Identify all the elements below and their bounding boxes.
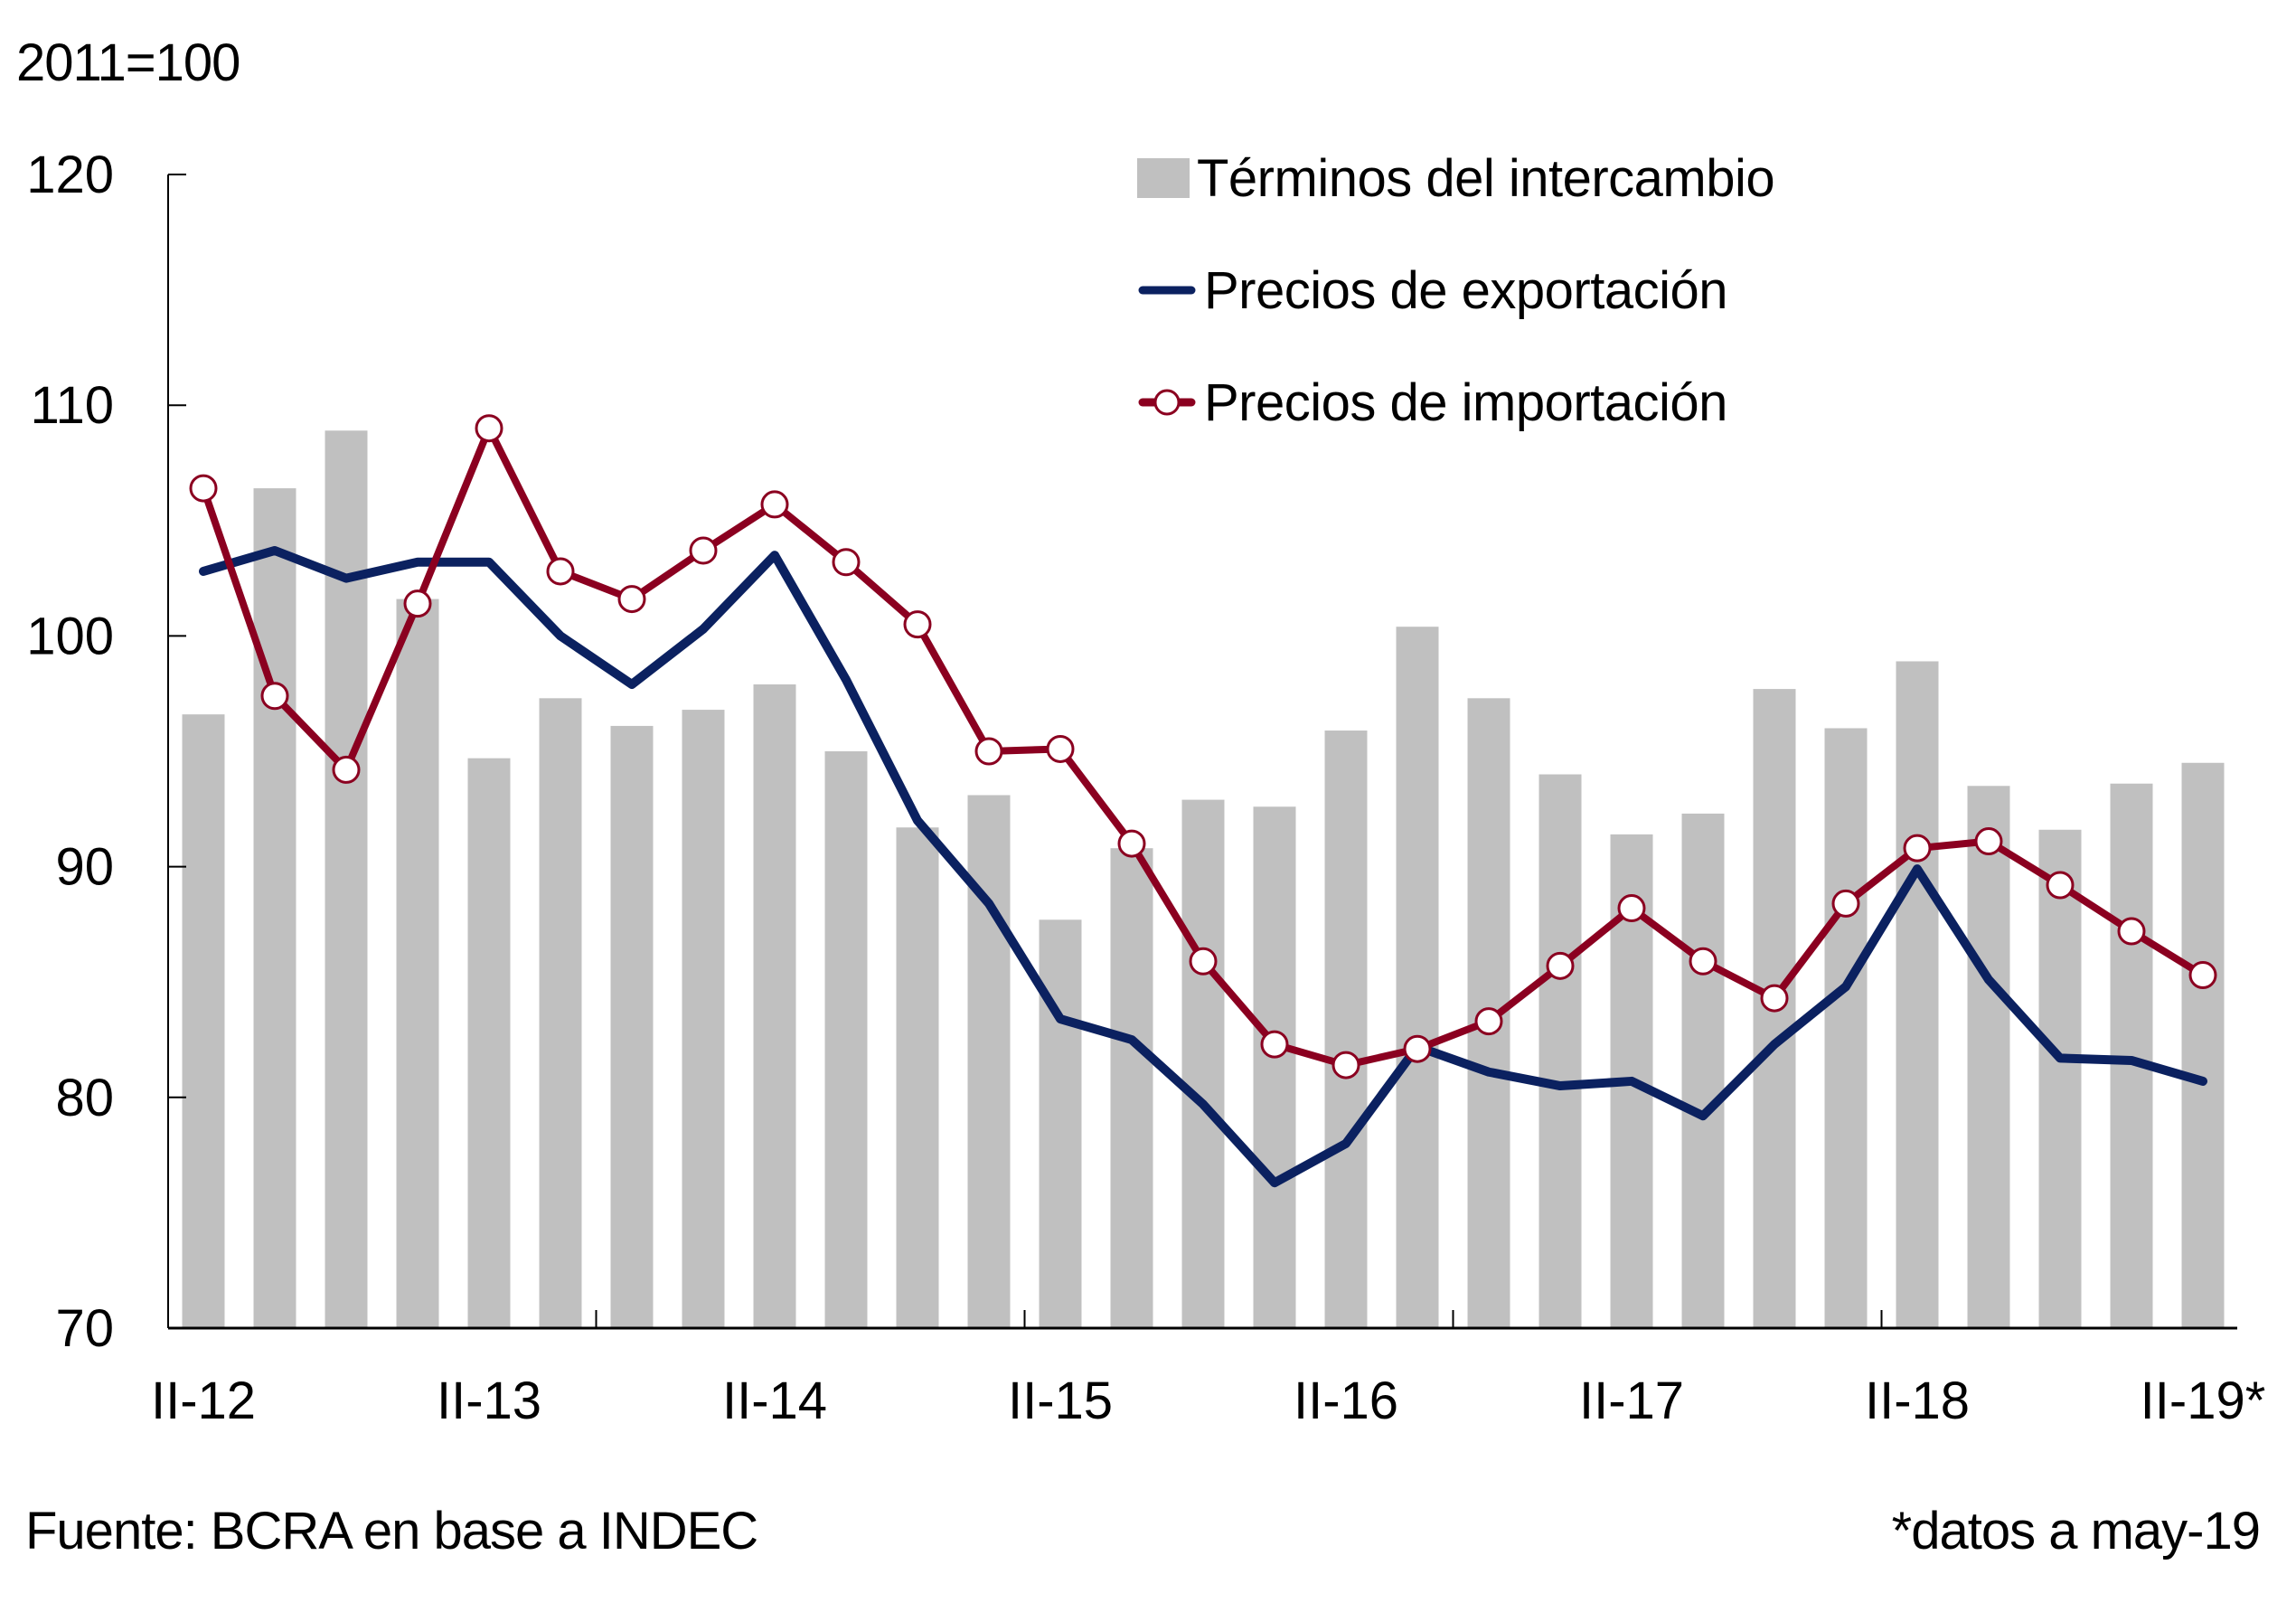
x-tick-label: II-13 [437,1372,541,1430]
x-tick-label: II-12 [151,1372,256,1430]
data-point-marker [832,548,861,577]
data-point-marker [2188,961,2217,990]
x-tick-label: II-17 [1579,1372,1684,1430]
bar [253,488,296,1328]
bar [325,430,368,1329]
data-point-marker [1403,1034,1432,1063]
series-line [199,545,2207,1188]
data-point-marker [1331,1051,1360,1079]
legend-item-importacion: Precios de importación [1137,364,1774,440]
navy-line-icon [1138,286,1196,295]
data-date-note: *datos a may-19 [1891,1502,2261,1560]
bar [1253,806,1296,1328]
line-series-importacion [189,414,2217,1079]
bar [1681,813,1725,1328]
y-tick-label: 110 [31,376,114,435]
bar [182,714,225,1328]
data-point-marker [1546,951,1575,980]
source-note: Fuente: BCRA en base a INDEC [25,1502,758,1560]
maroon-line-circle-icon [1138,389,1196,416]
data-point-marker [1617,894,1646,923]
data-point-marker [1974,827,2003,856]
x-tick-label: II-19* [2141,1372,2266,1430]
bar [1396,627,1439,1328]
bar [539,698,582,1328]
data-point-marker [332,755,361,784]
x-tick-label: II-14 [722,1372,827,1430]
data-point-marker [903,610,932,639]
gray-square-icon [1137,158,1190,198]
data-point-marker [475,414,503,443]
data-point-marker [760,490,789,519]
y-tick-labels: 70 80 90 100 110 120 [26,146,114,1358]
x-tick-labels: II-12 II-13 II-14 II-15 II-16 II-17 II-18 II-19… [151,1372,2265,1430]
bar [1110,848,1153,1328]
data-point-marker [2046,871,2075,900]
unit-label: 2011=100 [16,33,240,92]
data-point-marker [1117,829,1146,858]
bar [467,758,511,1328]
bar [1324,731,1368,1328]
bar [1967,786,2010,1328]
bar [1539,774,1582,1328]
bar [610,725,654,1328]
bar [1039,919,1082,1328]
x-tick-label: II-18 [1865,1372,1970,1430]
x-tick-label: II-15 [1008,1372,1113,1430]
legend-item-exportacion: Precios de exportación [1137,252,1774,328]
data-point-marker [689,536,718,565]
bar [396,599,439,1328]
bar-series-terminos [182,430,2225,1329]
data-point-marker [260,682,289,711]
bar [896,827,939,1328]
y-tick-label: 100 [26,607,114,665]
data-point-marker [2117,917,2146,946]
bar [1181,799,1225,1328]
data-point-marker [1689,947,1717,976]
data-point-marker [1189,947,1218,976]
data-point-marker [1831,889,1860,918]
bar [2038,829,2082,1328]
data-point-marker [1260,1030,1289,1059]
x-tick-label: II-16 [1294,1372,1398,1430]
bar [1824,728,1868,1328]
legend-label: Precios de importación [1204,372,1727,432]
data-point-marker [617,585,646,614]
bar [682,710,725,1328]
legend: Términos del intercambio Precios de expo… [1137,140,1775,476]
bar [824,751,868,1328]
data-point-marker [1903,834,1932,863]
data-point-marker [1046,734,1075,763]
legend-label: Términos del intercambio [1197,148,1775,208]
line-series-exportacion [199,545,2207,1188]
data-point-marker [1474,1007,1503,1036]
y-tick-label: 80 [55,1069,114,1127]
y-tick-label: 70 [55,1299,114,1358]
axes [167,174,2237,1330]
bar [753,683,796,1328]
legend-item-terminos: Términos del intercambio [1137,140,1775,216]
data-point-marker [189,474,218,503]
bar [1896,661,1939,1328]
y-tick-label: 120 [26,146,114,204]
y-tick-label: 90 [55,838,114,897]
data-point-marker [974,737,1003,766]
data-point-marker [546,557,575,586]
bar [2181,762,2225,1328]
data-point-marker [403,589,432,618]
legend-label: Precios de exportación [1204,260,1728,320]
bar [967,795,1011,1328]
data-point-marker [1760,984,1789,1013]
